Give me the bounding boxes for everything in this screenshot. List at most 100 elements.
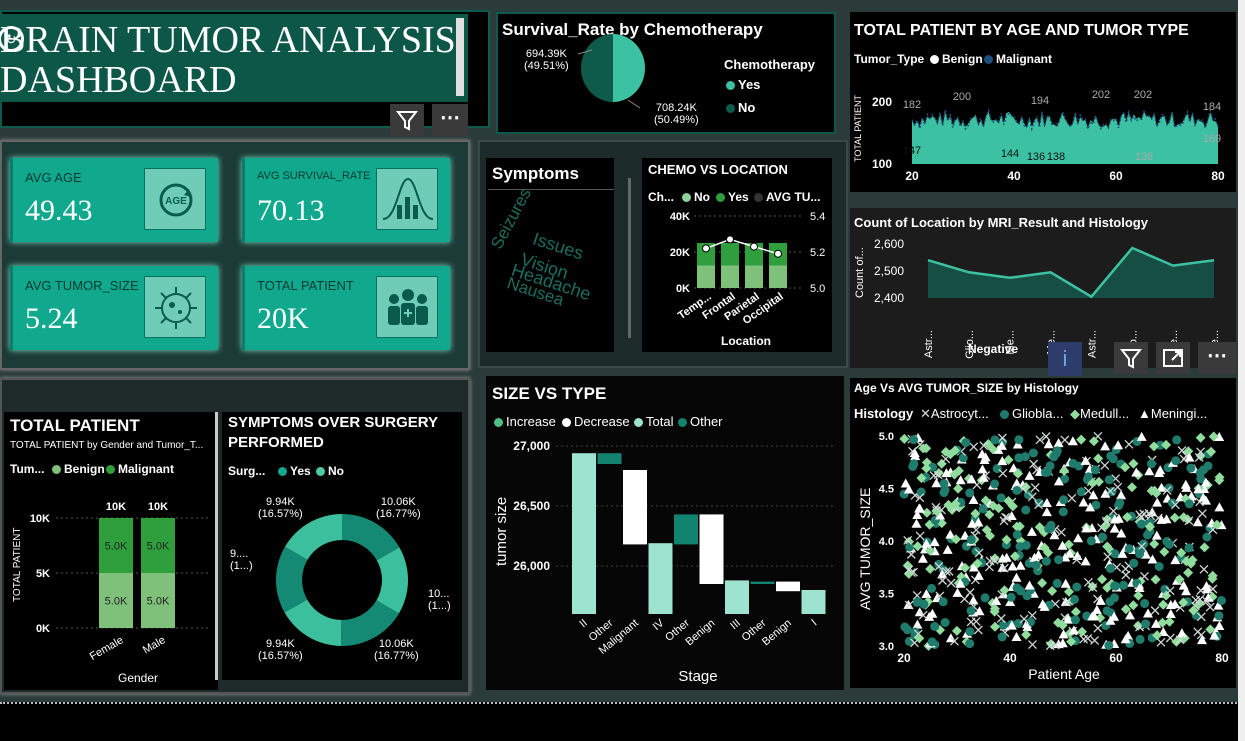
- point-meningioma: [955, 475, 966, 485]
- scroll-handle[interactable]: [456, 18, 464, 96]
- y-tick-label: 5.0: [879, 431, 894, 443]
- kpi-label: AVG AGE: [25, 170, 82, 185]
- point-medulloblastoma: [980, 495, 991, 506]
- filter-button-visual[interactable]: [1114, 342, 1148, 374]
- data-label: 202: [1092, 89, 1110, 101]
- expand-icon: [1163, 349, 1183, 367]
- axis-title-y: tumor size: [493, 497, 510, 566]
- point-glioblastoma: [1105, 564, 1115, 573]
- point-astrocytoma: [1202, 596, 1212, 606]
- point-medulloblastoma: [960, 562, 971, 573]
- point-astrocytoma: [946, 578, 956, 588]
- y2-tick-label: 5.4: [810, 211, 825, 223]
- point-medulloblastoma: [951, 625, 962, 636]
- point-glioblastoma: [966, 606, 976, 616]
- point-astrocytoma: [1170, 500, 1180, 510]
- point-astrocytoma: [1196, 447, 1206, 457]
- point-meningioma: [968, 595, 979, 605]
- legend-item-avg-tumor[interactable]: AVG TU...: [754, 190, 820, 204]
- point-medulloblastoma: [1003, 496, 1014, 506]
- legend-item-yes[interactable]: Yes: [716, 190, 749, 204]
- point-medulloblastoma: [1059, 465, 1070, 476]
- symptoms-scrollbar[interactable]: [628, 178, 631, 338]
- legend-item-increase[interactable]: Increase: [494, 414, 556, 429]
- legend-item-meningioma[interactable]: ▲Meningi...: [1138, 406, 1208, 421]
- point-meningioma: [912, 510, 923, 519]
- point-meningioma: [911, 518, 922, 528]
- point-medulloblastoma: [925, 564, 936, 574]
- point-medulloblastoma: [912, 541, 923, 552]
- point-meningioma: [1120, 634, 1131, 644]
- point-glioblastoma: [997, 632, 1007, 642]
- point-medulloblastoma: [951, 534, 961, 545]
- more-options-button-visual[interactable]: ⋯: [1198, 342, 1236, 374]
- point-medulloblastoma: [1149, 539, 1160, 549]
- count-area: [928, 248, 1214, 298]
- point-meningioma: [1105, 615, 1116, 625]
- age-tumor-panel: TOTAL PATIENT BY AGE AND TUMOR TYPE Tumo…: [850, 12, 1236, 192]
- point-meningioma: [952, 587, 963, 597]
- point-glioblastoma: [1164, 539, 1174, 549]
- legend-item-glioblastoma[interactable]: Gliobla...: [1000, 406, 1063, 421]
- point-astrocytoma: [929, 471, 939, 481]
- point-glioblastoma: [1195, 468, 1205, 478]
- point-glioblastoma: [1098, 532, 1107, 542]
- point-astrocytoma: [938, 576, 947, 585]
- point-glioblastoma: [966, 535, 976, 545]
- donut-slice: [275, 546, 308, 613]
- point-glioblastoma: [1012, 485, 1022, 495]
- point-glioblastoma: [919, 599, 929, 609]
- filter-button[interactable]: [390, 104, 424, 136]
- age-refresh-icon: AGE: [144, 168, 206, 230]
- point-medulloblastoma: [1199, 542, 1210, 553]
- point-glioblastoma: [1072, 582, 1082, 592]
- legend-item-malignant[interactable]: Malignant: [106, 462, 174, 476]
- kpi-value: 49.43: [25, 194, 93, 227]
- point-meningioma: [1100, 488, 1111, 498]
- donut-slice: [285, 514, 342, 560]
- point-astrocytoma: [1113, 482, 1123, 492]
- point-medulloblastoma: [1183, 567, 1194, 578]
- point-meningioma: [1085, 502, 1096, 512]
- refresh-badge-icon[interactable]: ↻: [0, 26, 24, 52]
- data-label: 200: [953, 91, 971, 103]
- legend-item-no[interactable]: No: [726, 100, 755, 115]
- y-tick-label: 4.5: [879, 484, 894, 496]
- point-astrocytoma: [1079, 634, 1089, 644]
- data-label: 184: [1203, 101, 1221, 113]
- point-medulloblastoma: [1150, 574, 1161, 585]
- group-label: Negative: [968, 342, 1018, 356]
- point-glioblastoma: [980, 593, 990, 603]
- word-seizures: Seizures: [487, 184, 535, 253]
- point-medulloblastoma: [1093, 453, 1104, 464]
- point-glioblastoma: [961, 438, 971, 448]
- point-astrocytoma: [1019, 614, 1029, 624]
- point-astrocytoma: [969, 442, 979, 452]
- legend-item-yes[interactable]: Yes: [278, 464, 311, 478]
- legend-item-medulloblastoma[interactable]: ◆Medull...: [1070, 406, 1130, 421]
- point-medulloblastoma: [1043, 547, 1054, 558]
- point-meningioma: [910, 451, 921, 461]
- point-medulloblastoma: [1207, 591, 1218, 602]
- axis-title-x: Gender: [118, 671, 158, 685]
- legend-item-astrocytoma[interactable]: ✕Astrocyt...: [920, 406, 989, 421]
- chart-title: TOTAL PATIENT: [10, 416, 140, 435]
- legend-item-benign[interactable]: Benign: [52, 462, 105, 476]
- legend-item-no[interactable]: No: [682, 190, 710, 204]
- legend-item-no[interactable]: No: [316, 464, 344, 478]
- legend-item-malignant[interactable]: Malignant: [984, 52, 1052, 66]
- point-glioblastoma: [1076, 487, 1086, 497]
- info-button[interactable]: i: [1048, 342, 1082, 376]
- malignant-line: [911, 107, 1219, 132]
- legend-item-total[interactable]: Total: [634, 414, 673, 429]
- y-tick-label: 5K: [36, 568, 50, 580]
- legend-item-decrease[interactable]: Decrease: [562, 414, 630, 429]
- point-meningioma: [1158, 627, 1169, 636]
- more-options-button[interactable]: ⋯: [432, 104, 468, 136]
- focus-mode-button[interactable]: [1156, 342, 1190, 374]
- point-astrocytoma: [915, 493, 925, 503]
- legend-item-benign[interactable]: Benign: [930, 52, 983, 66]
- legend-item-other[interactable]: Other: [678, 414, 723, 429]
- legend-item-yes[interactable]: Yes: [726, 77, 760, 92]
- point-medulloblastoma: [1093, 476, 1104, 487]
